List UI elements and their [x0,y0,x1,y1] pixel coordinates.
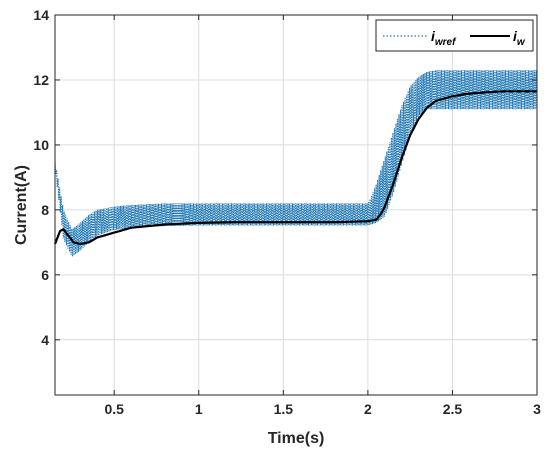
y-tick-label: 14 [33,7,49,23]
legend-label-iwref: iwref [431,28,457,48]
y-tick-label: 12 [33,72,49,88]
series-iw-line [53,90,538,246]
series-iwref-line [54,70,538,257]
legend-label-iw: iw [513,28,526,48]
axes [54,14,538,396]
x-tick-label: 3 [533,401,541,417]
y-axis-label: Current(A) [13,165,30,245]
x-tick-label: 2 [364,401,372,417]
plot-frame [54,14,538,396]
y-tick-label: 8 [41,202,49,218]
series-iwref [54,70,538,257]
x-tick-label: 1.5 [274,401,294,417]
x-axis-ticks: 0.5 1 1.5 2 2.5 3 [104,15,541,417]
y-tick-label: 4 [41,332,49,348]
y-tick-label: 10 [33,137,49,153]
x-tick-label: 0.5 [104,401,124,417]
y-tick-label: 6 [41,267,49,283]
x-tick-label: 2.5 [443,401,463,417]
x-axis-label: Time(s) [268,430,325,447]
series-iw [53,90,538,246]
x-tick-label: 1 [195,401,203,417]
y-axis-ticks: 4 6 8 10 12 14 [33,7,537,348]
legend: iwref iw [375,19,534,52]
